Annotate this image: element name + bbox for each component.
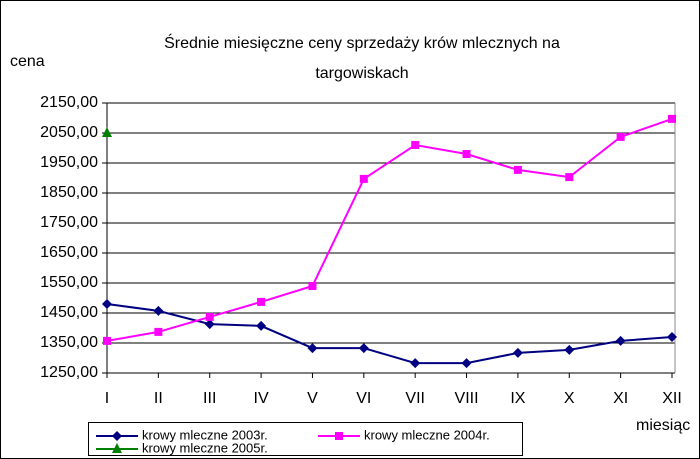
marker [667, 332, 677, 342]
y-tick-label: 1650,00 [40, 244, 98, 261]
marker [103, 336, 111, 345]
marker [411, 141, 420, 149]
series-line [106, 303, 673, 365]
legend-box [88, 422, 523, 456]
y-tick-label: 1250,00 [40, 364, 98, 381]
x-tick-label: V [307, 390, 318, 407]
marker [308, 282, 317, 290]
y-tick-label: 1550,00 [40, 274, 98, 291]
x-tick-label: XI [613, 390, 628, 407]
x-tick-label: VI [356, 390, 371, 407]
series-line [106, 117, 673, 342]
marker [668, 114, 676, 123]
x-tick-label: IV [254, 390, 269, 407]
marker [102, 127, 112, 137]
legend-label: krowy mleczne 2005r. [142, 440, 268, 455]
marker [512, 347, 523, 358]
marker [462, 150, 471, 158]
marker [565, 173, 574, 182]
legend-label: krowy mleczne 2003r. [142, 427, 268, 442]
marker [102, 299, 112, 309]
x-tick-label: VII [405, 390, 425, 407]
marker [616, 132, 625, 141]
marker [513, 165, 522, 174]
marker [205, 312, 214, 321]
x-axis-label: miesiąc [636, 417, 690, 434]
marker [335, 432, 343, 440]
x-tick-label: III [203, 390, 216, 407]
marker [112, 431, 122, 441]
chart-title: targowiskach [315, 65, 408, 82]
x-tick-label: X [564, 390, 575, 407]
y-tick-label: 1950,00 [40, 154, 98, 171]
marker [204, 319, 215, 330]
marker [461, 358, 472, 369]
y-tick-label: 1450,00 [40, 304, 98, 321]
marker [154, 327, 163, 336]
x-tick-label: IX [510, 390, 525, 407]
marker [257, 297, 266, 306]
marker [112, 443, 122, 453]
marker [153, 305, 164, 316]
x-tick-label: II [154, 390, 163, 407]
marker [256, 320, 267, 331]
y-tick-label: 1750,00 [40, 214, 98, 231]
x-tick-label: XII [662, 390, 682, 407]
y-tick-label: 2150,00 [40, 94, 98, 111]
x-tick-label: I [105, 390, 109, 407]
marker [410, 358, 421, 369]
x-tick-label: VIII [455, 390, 479, 407]
marker [615, 335, 626, 346]
y-axis-label: cena [10, 53, 45, 70]
y-tick-label: 1850,00 [40, 184, 98, 201]
legend-label: krowy mleczne 2004r. [364, 427, 490, 442]
marker [564, 344, 575, 355]
marker [307, 343, 318, 354]
marker [359, 174, 368, 183]
marker [358, 343, 369, 354]
y-tick-label: 2050,00 [40, 124, 98, 141]
y-tick-label: 1350,00 [40, 334, 98, 351]
chart-title: Średnie miesięczne ceny sprzedaży krów m… [164, 33, 560, 52]
